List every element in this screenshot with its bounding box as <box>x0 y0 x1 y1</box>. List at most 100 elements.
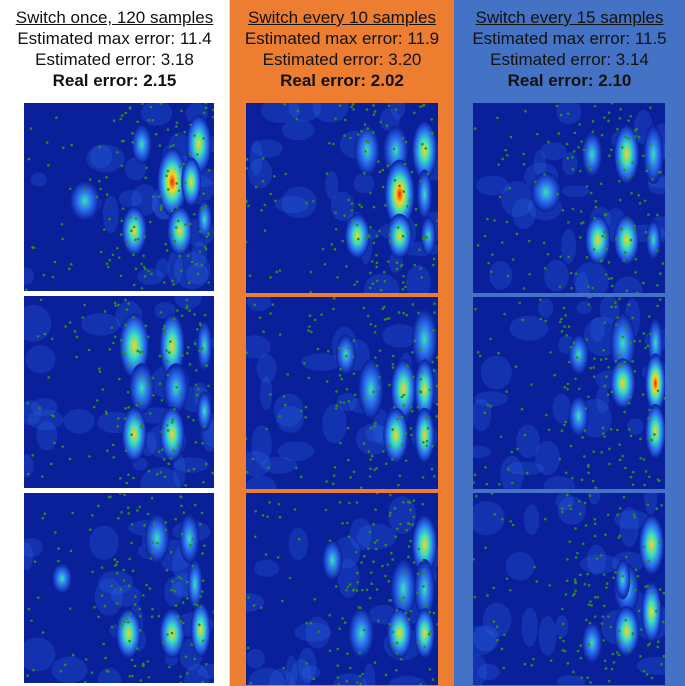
sample-point <box>345 387 349 391</box>
sample-point <box>129 215 132 219</box>
texture-blob <box>516 424 540 459</box>
sample-point <box>433 311 436 314</box>
sample-point <box>662 620 665 624</box>
texture-blob <box>27 409 64 430</box>
sample-point <box>533 565 536 569</box>
estimated-max-error: Estimated max error: 11.4 <box>17 29 212 48</box>
sample-point <box>204 462 208 466</box>
sample-point <box>368 530 372 534</box>
sample-point <box>563 325 566 328</box>
sample-point <box>166 633 169 636</box>
sample-point <box>601 234 604 238</box>
sample-point <box>165 423 169 427</box>
sample-point <box>116 560 119 564</box>
sample-point <box>194 441 198 444</box>
sample-point <box>382 450 385 453</box>
sample-point <box>378 229 381 233</box>
texture-blob <box>277 441 315 462</box>
sample-point <box>142 265 146 269</box>
sample-point <box>168 340 172 343</box>
sample-point <box>51 275 55 279</box>
sample-point <box>406 364 409 368</box>
sample-point <box>388 383 391 387</box>
sample-point <box>414 223 418 227</box>
sample-point <box>175 385 178 389</box>
sample-point <box>71 653 75 657</box>
sample-point <box>26 401 29 405</box>
sample-point <box>130 658 134 662</box>
sample-point <box>569 345 573 349</box>
sample-point <box>587 395 590 399</box>
sample-point <box>389 511 392 515</box>
sample-point <box>278 515 282 519</box>
sample-point <box>109 495 112 499</box>
sample-point <box>293 508 297 511</box>
sample-point <box>395 267 399 271</box>
sample-point <box>373 541 377 544</box>
sample-point <box>346 585 350 589</box>
sample-point <box>91 513 94 517</box>
texture-blob <box>197 664 214 679</box>
sample-point <box>178 165 182 168</box>
sample-point <box>276 556 280 559</box>
sample-point <box>412 375 415 379</box>
texture-blob <box>288 527 309 561</box>
sample-point <box>334 211 337 215</box>
sample-point <box>571 167 575 171</box>
sample-point <box>309 290 312 293</box>
sample-point <box>120 139 124 143</box>
sample-point <box>147 269 150 273</box>
texture-blob <box>579 554 620 574</box>
sample-point <box>118 493 122 495</box>
sample-point <box>372 104 375 107</box>
sample-point <box>283 403 287 407</box>
sample-point <box>347 399 351 403</box>
sample-point <box>504 148 507 152</box>
sample-point <box>186 580 189 584</box>
sample-point <box>334 227 338 231</box>
sample-point <box>372 390 375 394</box>
sample-point <box>337 683 340 685</box>
sample-point <box>625 289 629 293</box>
sample-point <box>269 393 272 396</box>
sample-point <box>645 169 649 173</box>
sample-point <box>358 674 362 678</box>
sample-point <box>384 543 388 547</box>
sample-point <box>116 247 119 250</box>
texture-blob <box>477 663 500 681</box>
sample-point <box>617 536 621 540</box>
texture-blob <box>167 250 183 286</box>
sample-point <box>96 399 99 402</box>
column-title: Switch every 15 samples <box>475 8 664 27</box>
sample-point <box>378 170 382 174</box>
sample-point <box>585 256 589 259</box>
texture-blob <box>31 398 58 416</box>
sample-point <box>633 228 636 232</box>
sample-point <box>589 191 593 195</box>
sample-point <box>424 147 428 150</box>
texture-blob <box>596 385 610 414</box>
sample-point <box>510 450 514 454</box>
texture-blob <box>505 551 535 581</box>
sample-point <box>355 501 359 504</box>
column-header: Switch every 15 samples Estimated max er… <box>454 0 685 100</box>
sample-point <box>503 633 506 637</box>
sample-point <box>207 168 211 172</box>
sample-point <box>421 104 425 108</box>
sample-point <box>180 269 183 273</box>
texture-blob <box>275 195 309 214</box>
sample-point <box>384 673 388 677</box>
sample-point <box>296 109 300 113</box>
sample-point <box>579 210 583 213</box>
sample-point <box>184 483 187 487</box>
sample-point <box>395 668 398 672</box>
sample-point <box>493 512 497 516</box>
sample-point <box>68 321 72 324</box>
sample-point <box>574 272 578 276</box>
sample-point <box>116 150 119 154</box>
sample-point <box>130 522 134 526</box>
sample-point <box>331 482 335 486</box>
sample-point <box>57 547 60 550</box>
sample-point <box>569 444 573 448</box>
sample-point <box>580 140 583 143</box>
